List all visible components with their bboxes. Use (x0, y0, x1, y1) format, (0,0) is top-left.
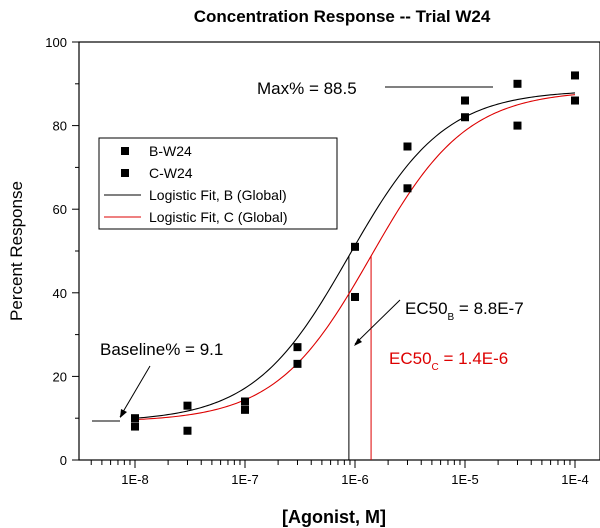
data-point-c (241, 405, 249, 414)
data-point-b (183, 401, 192, 410)
y-tick-label: 100 (45, 35, 67, 50)
ec50-b-annotation: EC50B = 8.8E-7 (354, 299, 524, 346)
legend-marker-c (121, 169, 129, 177)
legend-label-c: C-W24 (149, 165, 193, 181)
legend-label-fit-c: Logistic Fit, C (Global) (149, 209, 287, 225)
ec50-b-arrowhead (354, 338, 362, 346)
baseline-arrowhead (120, 409, 127, 418)
max-annotation: Max% = 88.5 (257, 79, 493, 98)
ec50-b-pointer-arrow (354, 299, 401, 345)
data-point-b (351, 242, 359, 251)
ec50-c-annotation: EC50C = 1.4E-6 (389, 349, 508, 373)
legend-label-fit-b: Logistic Fit, B (Global) (149, 187, 287, 203)
ec50-drop-lines (348, 256, 372, 460)
x-tick-label: 1E-6 (341, 472, 368, 487)
data-point-b (513, 79, 522, 88)
x-axis-label: [Agonist, M] (282, 507, 386, 527)
data-point-c (183, 426, 192, 435)
data-point-b (403, 142, 412, 151)
x-tick-label: 1E-8 (121, 472, 148, 487)
legend: B-W24 C-W24 Logistic Fit, B (Global) Log… (98, 137, 338, 230)
data-point-c (293, 359, 302, 368)
y-tick-label: 0 (60, 453, 67, 468)
y-tick-label: 60 (53, 202, 67, 217)
data-points (131, 71, 579, 435)
x-tick-label: 1E-5 (451, 472, 478, 487)
baseline-annotation: Baseline% = 9.1 (92, 340, 223, 422)
x-tick-label: 1E-4 (561, 472, 588, 487)
baseline-label: Baseline% = 9.1 (100, 340, 223, 359)
max-label: Max% = 88.5 (257, 79, 357, 98)
fit-curve-c (134, 94, 576, 421)
y-axis-label: Percent Response (7, 181, 26, 321)
y-axis-ticks: 0 20 40 60 80 100 (45, 35, 79, 468)
ec50-b-label: EC50B = 8.8E-7 (405, 299, 524, 323)
data-point-b (293, 343, 302, 352)
y-tick-label: 80 (53, 119, 67, 134)
data-point-b (131, 414, 139, 423)
legend-marker-b (121, 147, 129, 155)
data-point-b (241, 397, 249, 406)
baseline-pointer-arrow (119, 365, 151, 418)
data-point-b (571, 71, 579, 80)
data-point-c (461, 113, 469, 122)
y-tick-label: 20 (53, 369, 67, 384)
y-tick-label: 40 (53, 286, 67, 301)
data-point-c (131, 422, 139, 431)
x-axis-ticks: 1E-8 1E-7 1E-6 1E-5 1E-4 (90, 460, 589, 487)
chart-title: Concentration Response -- Trial W24 (194, 7, 491, 26)
data-point-c (403, 184, 412, 193)
data-point-c (571, 96, 579, 105)
data-point-c (351, 292, 359, 301)
plot-frame (78, 41, 600, 461)
legend-label-b: B-W24 (149, 143, 192, 159)
data-point-b (461, 96, 469, 105)
ec50-c-label: EC50C = 1.4E-6 (389, 349, 508, 373)
x-tick-label: 1E-7 (231, 472, 258, 487)
data-point-c (513, 121, 522, 130)
legend-box (98, 137, 338, 230)
